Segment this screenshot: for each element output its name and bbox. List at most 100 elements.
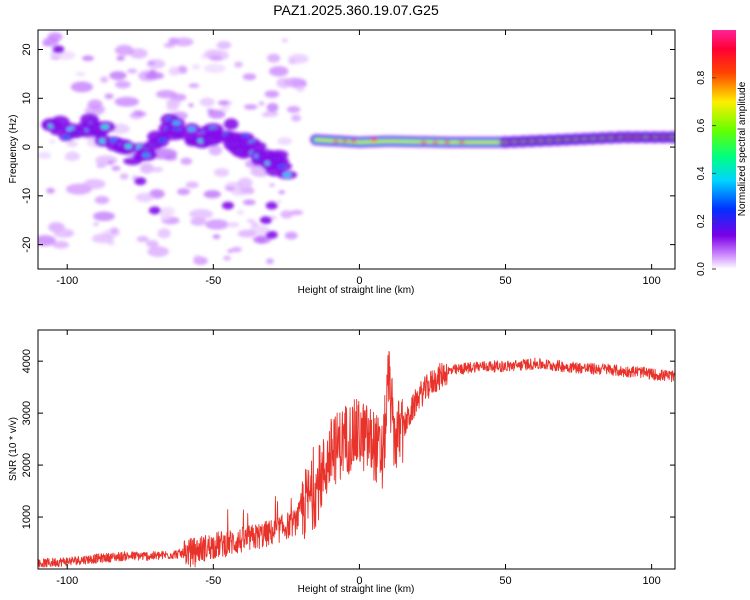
noise-blob bbox=[38, 235, 56, 247]
noise-blob bbox=[109, 71, 127, 81]
noise-blob bbox=[177, 188, 190, 196]
noise-blob bbox=[52, 240, 70, 249]
noise-blob bbox=[239, 187, 250, 194]
noise-blob bbox=[50, 52, 56, 56]
y-tick-label: 20 bbox=[21, 43, 33, 55]
spectrogram-x-label: Height of straight line (km) bbox=[298, 285, 415, 296]
noise-blob bbox=[169, 98, 176, 102]
noise-blob bbox=[136, 236, 149, 243]
ridge-halo bbox=[517, 135, 530, 148]
snr-panel: -100 -50 0 50 100 1000 2000 3000 4000 Height of… bbox=[8, 329, 676, 595]
noise-blob bbox=[203, 190, 221, 199]
noise-blob bbox=[111, 165, 121, 171]
noise-blob bbox=[159, 211, 172, 221]
feature-blob bbox=[221, 201, 234, 210]
noise-blob bbox=[188, 83, 200, 88]
noise-blob bbox=[243, 104, 258, 110]
noise-blob bbox=[217, 100, 229, 106]
noise-blob bbox=[70, 81, 94, 93]
noise-blob bbox=[166, 103, 179, 112]
noise-blob bbox=[208, 145, 223, 156]
colorbar-ticks: 0.0 0.2 0.4 0.6 0.8 bbox=[696, 70, 716, 276]
noise-blob bbox=[66, 140, 78, 147]
noise-blob bbox=[87, 99, 103, 110]
noise-blob bbox=[94, 195, 110, 205]
ridge-peak bbox=[333, 139, 340, 143]
noise-blob bbox=[242, 199, 256, 206]
feature-blob bbox=[223, 118, 239, 130]
noise-blob bbox=[188, 103, 194, 108]
noise-blob bbox=[269, 183, 275, 187]
feature-blob bbox=[265, 201, 278, 210]
noise-blob bbox=[116, 55, 125, 61]
noise-blob bbox=[289, 78, 304, 89]
noise-blob bbox=[129, 48, 148, 59]
feature-core bbox=[158, 137, 167, 143]
noise-blob bbox=[286, 106, 301, 114]
noise-blob bbox=[220, 105, 230, 112]
feature-blob bbox=[259, 216, 272, 225]
noise-blob bbox=[150, 148, 178, 160]
spectrogram-y-ticks: -20 -10 0 10 20 bbox=[21, 43, 675, 253]
noise-blob bbox=[149, 69, 156, 74]
noise-blob bbox=[191, 64, 201, 70]
noise-blob bbox=[263, 110, 279, 117]
noise-blob bbox=[180, 157, 193, 165]
x-tick-label: 0 bbox=[356, 275, 362, 287]
feature-blob bbox=[134, 177, 147, 186]
ridge-halo bbox=[648, 131, 661, 144]
noise-blob bbox=[296, 86, 305, 92]
x-tick-label: -100 bbox=[56, 575, 78, 587]
x-tick-label: 50 bbox=[499, 575, 511, 587]
feature-blob bbox=[268, 156, 289, 166]
noise-blob bbox=[185, 181, 199, 189]
noise-blob bbox=[168, 66, 181, 76]
noise-blob bbox=[278, 190, 286, 195]
noise-blob bbox=[258, 101, 265, 106]
y-tick-label: -20 bbox=[21, 237, 33, 253]
noise-blob bbox=[267, 53, 281, 63]
noise-blob bbox=[173, 37, 194, 47]
ridge-peak bbox=[458, 140, 465, 144]
ridge-halo bbox=[499, 136, 512, 149]
noise-blob bbox=[268, 66, 289, 77]
colorbar-gradient bbox=[712, 30, 736, 269]
ridge-peak bbox=[371, 138, 378, 142]
noise-blob bbox=[284, 231, 298, 240]
feature-core bbox=[187, 126, 196, 132]
noise-blob bbox=[139, 162, 154, 174]
x-tick-label: 100 bbox=[642, 275, 660, 287]
ridge-halo bbox=[639, 131, 652, 144]
x-tick-label: -50 bbox=[205, 275, 221, 287]
snr-x-ticks: -100 -50 0 50 100 bbox=[56, 330, 661, 587]
ridge-peak bbox=[341, 139, 348, 143]
noise-blob bbox=[266, 258, 274, 265]
ridge-peak bbox=[444, 140, 451, 144]
noise-blob bbox=[216, 41, 232, 50]
snr-y-label: SNR (10 * v/v) bbox=[8, 417, 19, 481]
x-tick-label: -50 bbox=[205, 575, 221, 587]
noise-blob bbox=[56, 50, 76, 61]
noise-blob bbox=[145, 71, 164, 80]
feature-blob bbox=[52, 45, 65, 54]
feature-core bbox=[124, 144, 133, 149]
noise-blob bbox=[53, 228, 75, 238]
noise-blob bbox=[288, 58, 297, 65]
ridge-peak bbox=[350, 139, 357, 143]
ridge-halo bbox=[587, 132, 600, 145]
colorbar-tick-label: 0.6 bbox=[696, 118, 707, 132]
noise-blob bbox=[83, 178, 106, 190]
noise-blob bbox=[212, 234, 221, 239]
noise-blob bbox=[95, 163, 107, 169]
feature-core bbox=[100, 124, 109, 130]
snr-frame bbox=[37, 329, 676, 570]
noise-blob bbox=[291, 114, 302, 122]
ridge-halo bbox=[666, 131, 675, 144]
noise-blob bbox=[104, 93, 114, 100]
noise-blob bbox=[110, 227, 119, 235]
noise-blob bbox=[150, 166, 164, 173]
noise-blob bbox=[38, 151, 52, 159]
ridge-halo bbox=[543, 134, 556, 147]
noise-blob bbox=[50, 55, 61, 60]
noise-blob bbox=[42, 37, 59, 47]
